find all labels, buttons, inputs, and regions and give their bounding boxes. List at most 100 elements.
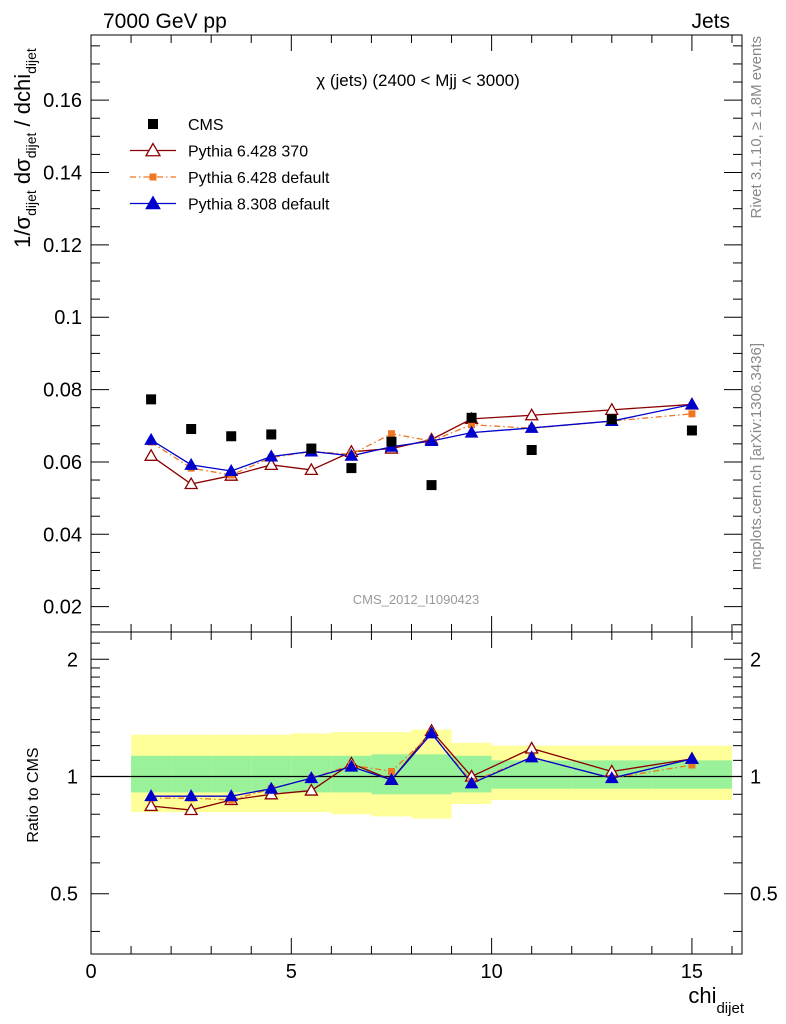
main-data-point (264, 449, 279, 462)
ratio-y-axis-label: Ratio to CMS (25, 747, 42, 842)
legend-marker (144, 142, 162, 157)
main-data-point (524, 420, 539, 433)
main-data-point (468, 421, 476, 429)
plot-title: χ (jets) (2400 < Mjj < 3000) (316, 71, 520, 90)
rivet-label: Rivet 3.1.10, ≥ 1.8M events (748, 36, 765, 219)
main-data-point (464, 425, 479, 438)
x-tick-label: 10 (480, 961, 502, 983)
ratio-y-tick-label: 2 (67, 649, 78, 671)
ratio-data-point (264, 781, 279, 794)
main-data-point (143, 448, 159, 461)
main-series-line (150, 403, 693, 472)
inner-band-bin (211, 755, 252, 793)
legend-marker (145, 195, 161, 210)
main-data-point (426, 480, 437, 491)
main-data-point (266, 429, 277, 440)
main-data-point (424, 433, 439, 446)
ratio-data-point (304, 771, 319, 784)
ratio-data-point (143, 798, 159, 812)
series-markers (143, 394, 700, 816)
y-axis-label: 1/σdijet dσdijet / dchidijet (10, 48, 39, 248)
ratio-data-point (688, 761, 696, 769)
main-data-point (688, 410, 696, 418)
ratio-data-point (424, 726, 439, 739)
main-series-line (150, 403, 692, 485)
main-data-point (226, 431, 237, 442)
ratio-data-point (184, 789, 199, 802)
inner-band-bin (411, 754, 452, 795)
ratio-y-tick-label: 0.5 (50, 884, 78, 906)
y-tick-label: 0.06 (43, 452, 82, 474)
ratio-data-point (464, 776, 479, 789)
inner-band-bin (491, 760, 572, 789)
main-data-point (184, 476, 199, 490)
main-data-point (387, 430, 395, 438)
main-data-point (264, 457, 279, 470)
ratio-data-point (304, 783, 319, 796)
ratio-data-point (144, 789, 158, 802)
series-lines (150, 403, 693, 811)
y-tick-label: 0.04 (43, 524, 82, 546)
legend-label: Pythia 6.428 370 (188, 144, 308, 161)
tick-labels: 0 5 10 15 0.02 0.04 0.06 0.08 0.1 0.12 0.14 0.16 0.5… (43, 90, 778, 983)
header-left: 7000 GeV pp (103, 10, 227, 33)
inner-band-bin (131, 755, 172, 793)
ratio-data-point (387, 767, 395, 775)
main-data-point (306, 443, 317, 454)
legend-label: Pythia 6.428 default (188, 170, 330, 187)
main-data-point (186, 424, 197, 435)
ratio-data-point (184, 802, 199, 816)
main-data-point (524, 407, 539, 421)
ratio-y-tick-label-right: 1 (750, 766, 761, 788)
main-data-point (386, 436, 397, 447)
main-data-point (686, 425, 697, 436)
ratio-data-point (384, 772, 399, 785)
main-data-point (184, 457, 199, 470)
x-axis-label: chidijet (688, 983, 744, 1017)
legend-label: CMS (188, 117, 224, 134)
ratio-uncertainty-bands (91, 729, 742, 819)
y-tick-label: 0.1 (54, 307, 82, 329)
y-tick-label: 0.08 (43, 380, 82, 402)
ratio-series-line (151, 732, 693, 797)
main-data-point (304, 462, 319, 476)
x-tick-label: 0 (85, 961, 96, 983)
main-data-point (526, 445, 537, 456)
main-data-point (224, 463, 239, 476)
ratio-y-tick-label-right: 0.5 (750, 884, 778, 906)
svg-text:chidijet: chidijet (688, 983, 744, 1017)
legend-marker (148, 119, 158, 129)
y-tick-label: 0.02 (43, 597, 82, 619)
main-data-point (685, 397, 699, 410)
axis-ticks (90, 35, 742, 954)
header-right: Jets (691, 10, 730, 33)
mcplots-label: mcplots.cern.ch [arXiv:1306.3436] (748, 343, 765, 570)
ratio-data-point (685, 751, 699, 764)
main-data-point (144, 432, 158, 445)
legend-marker (149, 173, 157, 181)
svg-text:1/σdijet dσdijet / dchidijet: 1/σdijet dσdijet / dchidijet (10, 48, 39, 248)
y-tick-label: 0.12 (43, 235, 82, 257)
main-data-point (344, 448, 359, 461)
main-data-point (606, 414, 617, 425)
y-tick-label: 0.14 (43, 162, 82, 184)
plot-frames (90, 34, 743, 955)
legend-label: Pythia 8.308 default (188, 197, 330, 214)
watermark: CMS_2012_I1090423 (353, 592, 480, 607)
legend: CMS Pythia 6.428 370 Pythia 6.428 default P… (130, 117, 330, 214)
ratio-plot-frame (90, 631, 743, 955)
ratio-y-tick-label: 1 (67, 766, 78, 788)
x-tick-label: 5 (286, 961, 297, 983)
main-data-point (466, 412, 477, 423)
ratio-series-line (151, 732, 693, 801)
inner-band-bin (171, 755, 212, 793)
ratio-data-point (224, 789, 239, 802)
x-tick-label: 15 (681, 961, 703, 983)
ratio-data-point (524, 750, 539, 763)
ratio-y-tick-label-right: 2 (750, 649, 761, 671)
y-tick-label: 0.16 (43, 90, 82, 112)
ratio-data-point (604, 771, 619, 784)
ratio-series-line (151, 729, 693, 811)
ratio-data-point (344, 759, 359, 772)
